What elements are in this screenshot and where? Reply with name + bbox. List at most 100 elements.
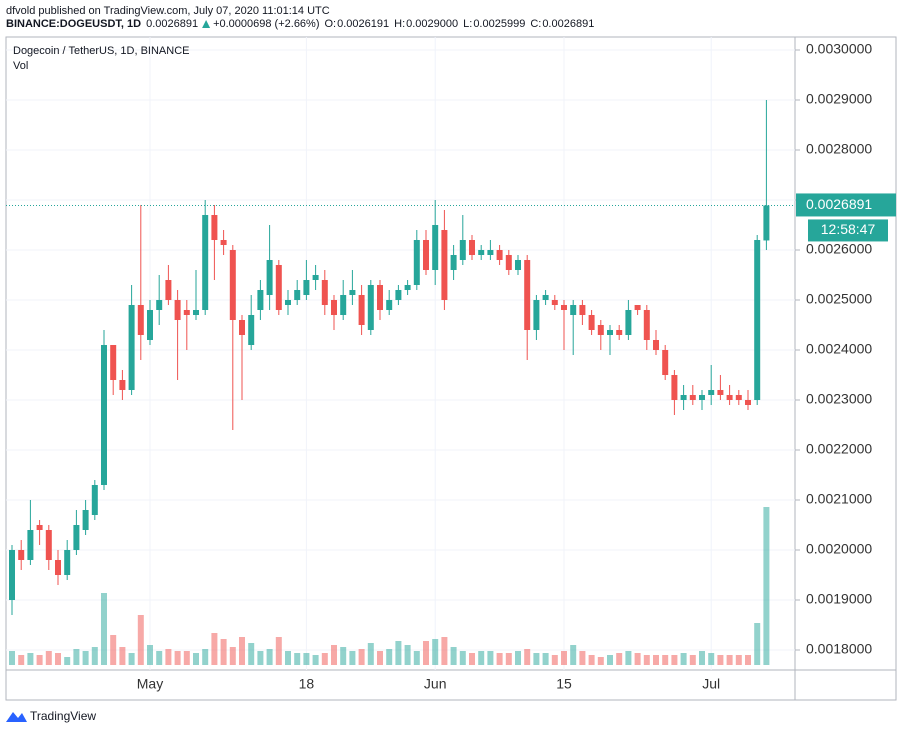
volume-bar: [561, 651, 567, 665]
candle-body: [18, 550, 25, 560]
volume-bar: [220, 639, 227, 665]
symbol-line: BINANCE:DOGEUSDT, 1D 0.0026891 +0.0000698 …: [6, 18, 594, 30]
y-tick-label: 0.0019000: [806, 591, 872, 607]
candle-body: [220, 240, 227, 245]
volume-bar: [156, 651, 163, 665]
volume-bar: [708, 653, 715, 665]
volume-bar: [73, 649, 80, 665]
volume-pane: [9, 507, 770, 665]
candle-body: [73, 525, 80, 550]
candle-body: [699, 395, 705, 400]
candle-body: [505, 255, 512, 270]
chart-legend: Dogecoin / TetherUS, 1D, BINANCE: [13, 45, 189, 57]
candle-body: [9, 550, 15, 600]
candle-body: [662, 350, 669, 375]
volume-bar: [469, 653, 475, 665]
y-tick-label: 0.0025000: [806, 291, 872, 307]
candle-body: [515, 260, 521, 270]
volume-bar: [193, 653, 199, 665]
candle-body: [634, 305, 641, 310]
ohlc-label: H:: [394, 18, 405, 30]
volume-bar: [377, 651, 383, 665]
volume-bar: [662, 655, 669, 665]
volume-bar: [303, 653, 310, 665]
candle-body: [689, 395, 696, 400]
volume-bar: [128, 653, 135, 665]
candle-body: [588, 315, 595, 330]
candle-body: [349, 290, 356, 295]
volume-bar: [202, 649, 209, 665]
candle-body: [616, 330, 623, 335]
countdown: 12:58:47: [821, 221, 876, 237]
y-tick-label: 0.0028000: [806, 141, 872, 157]
volume-bar: [404, 645, 411, 665]
candle-body: [275, 265, 282, 310]
candle-body: [653, 340, 659, 350]
candle-body: [607, 330, 613, 335]
candle-body: [680, 395, 687, 400]
candle-body: [137, 305, 144, 335]
candle-body: [183, 310, 190, 315]
volume-bar: [754, 623, 761, 665]
volume-bar: [91, 647, 98, 665]
candle-body: [294, 290, 301, 300]
candle-body: [340, 295, 347, 315]
volume-bar: [643, 655, 650, 665]
volume-bar: [413, 651, 420, 665]
candle-body: [579, 305, 586, 315]
candle-body: [551, 300, 558, 305]
candle-body: [239, 320, 245, 335]
volume-bar: [459, 651, 466, 665]
symbol: BINANCE:DOGEUSDT, 1D: [6, 18, 141, 30]
volume-bar: [229, 647, 236, 665]
volume-bar: [607, 655, 613, 665]
volume-bar: [496, 653, 503, 665]
y-tick-label: 0.0018000: [806, 641, 872, 657]
volume-bar: [441, 637, 448, 665]
candle-body: [229, 250, 236, 320]
candle-body: [597, 325, 604, 335]
candle-body: [128, 305, 135, 390]
volume-bar: [717, 655, 724, 665]
volume-bar: [367, 643, 374, 665]
x-tick-label: Jun: [424, 676, 447, 692]
ohlc-value: 0.0026191: [337, 18, 389, 30]
volume-bar: [82, 651, 89, 665]
volume-bar: [616, 653, 623, 665]
candle-body: [45, 530, 52, 560]
volume-bar: [653, 655, 659, 665]
x-tick-label: May: [137, 676, 163, 692]
volume-bar: [524, 649, 531, 665]
change: +0.0000698 (+2.66%): [213, 18, 319, 30]
candle-body: [82, 510, 89, 530]
candle-body: [395, 290, 402, 300]
y-tick-label: 0.0020000: [806, 541, 872, 557]
candle-body: [763, 205, 770, 241]
candle-body: [735, 395, 742, 400]
volume-bar: [726, 655, 733, 665]
candle-body: [147, 310, 153, 340]
grid: [6, 37, 795, 670]
author-line: dfvold published on TradingView.com, Jul…: [6, 5, 330, 17]
volume-bar: [248, 643, 255, 665]
volume-bar: [239, 637, 245, 665]
volume-bar: [386, 649, 393, 665]
volume-bar: [285, 651, 291, 665]
volume-bar: [266, 649, 273, 665]
up-arrow: [202, 20, 211, 28]
ohlc-label: L:: [463, 18, 472, 30]
logo-icon: [6, 712, 27, 722]
candle-body: [110, 345, 117, 380]
price: 0.0026891: [146, 18, 198, 30]
candles: [9, 100, 770, 615]
volume-bar: [542, 653, 549, 665]
candle-body: [561, 305, 567, 310]
x-tick-label: Jul: [702, 676, 720, 692]
volume-bar: [312, 655, 319, 665]
candle-body: [64, 550, 71, 575]
volume-bar: [570, 645, 577, 665]
volume-bar: [735, 655, 742, 665]
last-price-label: 0.0026891: [806, 196, 872, 212]
